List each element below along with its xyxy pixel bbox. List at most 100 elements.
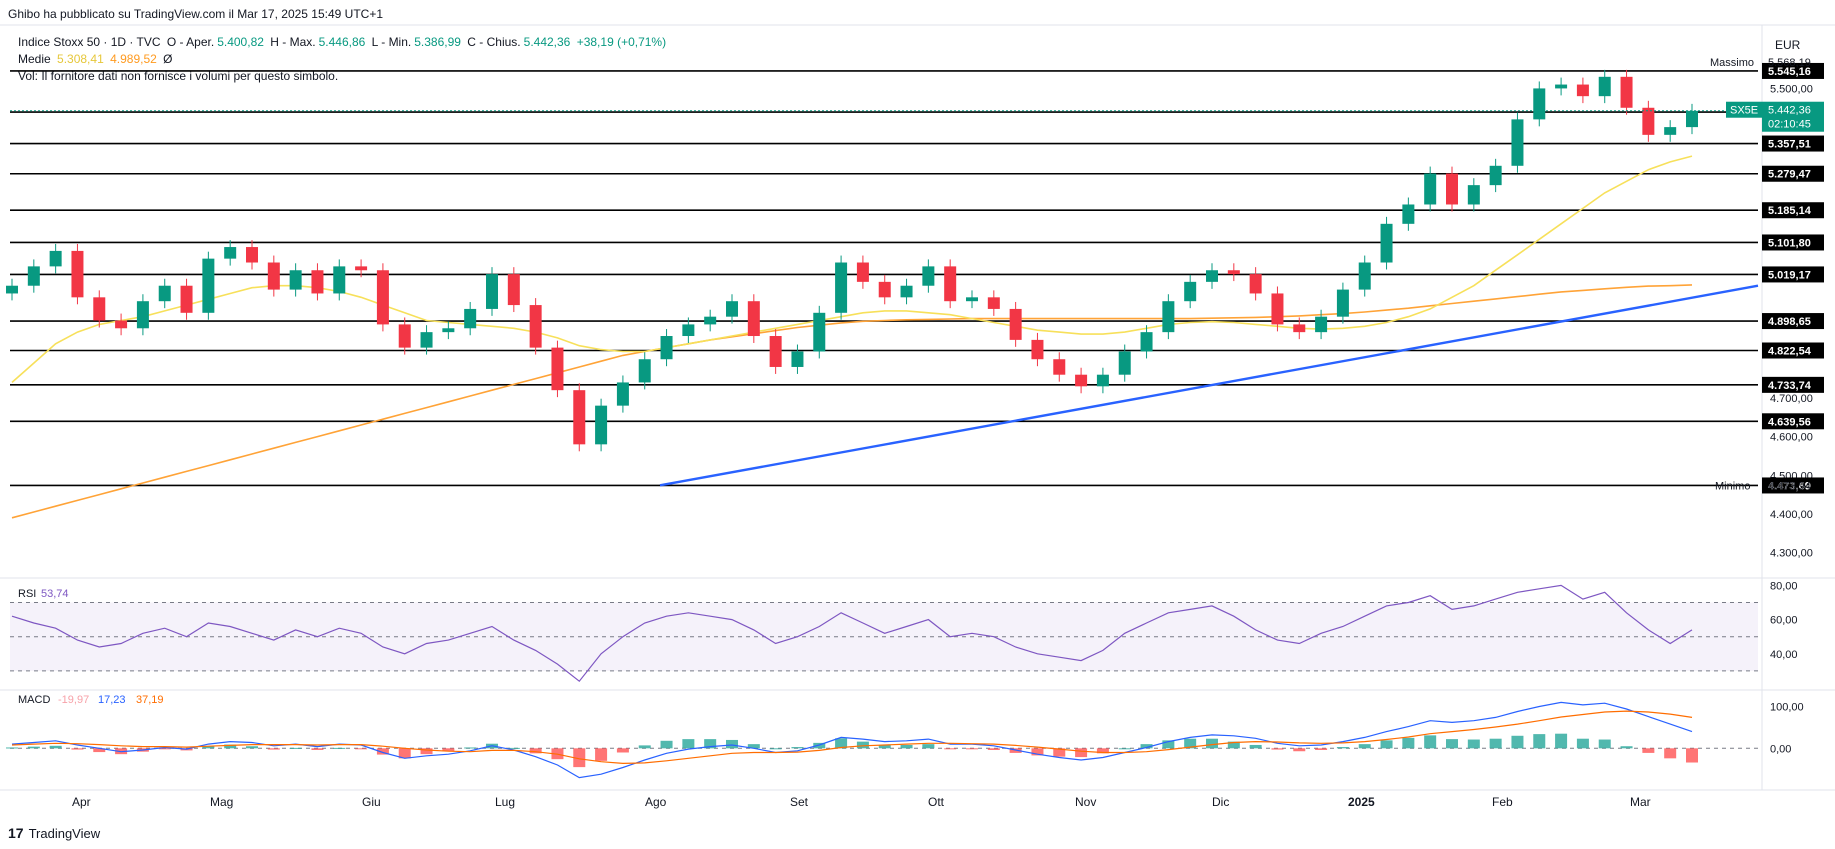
candle-body — [944, 266, 957, 302]
level-label-box — [1762, 165, 1824, 182]
candle-body — [1271, 293, 1284, 325]
ma-extra: Ø — [163, 52, 173, 66]
macd-histogram-bar — [1336, 747, 1349, 749]
macd-histogram-bar — [1642, 748, 1655, 753]
candle-body — [1576, 84, 1589, 97]
macd-histogram-bar — [1118, 748, 1131, 750]
candle-body — [922, 266, 935, 286]
macd-histogram-bar — [71, 748, 84, 750]
candle-body — [71, 250, 84, 298]
level-label-box — [1762, 266, 1824, 283]
level-label-box — [1762, 413, 1824, 430]
macd-histogram-bar — [878, 744, 891, 749]
macd-histogram-bar — [769, 748, 782, 750]
macd-histogram-bar — [900, 744, 913, 749]
macd-histogram-bar — [1162, 740, 1175, 749]
candle-body — [1642, 107, 1655, 135]
candle-body — [682, 324, 695, 337]
macd-histogram-bar — [987, 748, 1000, 750]
macd-histogram-bar — [1664, 748, 1677, 759]
max-label: Massimo — [1710, 57, 1754, 69]
candle-body — [1446, 173, 1458, 205]
candle-body — [202, 258, 215, 313]
macd-histogram-bar — [246, 746, 258, 749]
ma200-line — [11, 284, 1693, 519]
macd-histogram-bar — [507, 747, 520, 749]
macd-histogram-bar — [595, 748, 608, 761]
rsi-line — [11, 584, 1693, 683]
x-tick-label: Set — [790, 795, 809, 809]
candle-body — [1424, 173, 1437, 205]
candle-body — [158, 285, 171, 302]
trendline — [659, 284, 1759, 487]
macd-line — [11, 701, 1693, 779]
macd-histogram-bar — [1184, 738, 1197, 749]
candle-body — [1598, 76, 1611, 97]
candle-body — [1467, 185, 1480, 205]
rsi-title: RSI — [18, 588, 36, 600]
macd-histogram-bar — [1380, 740, 1393, 749]
candle-body — [136, 301, 149, 329]
footer-brand: TradingView — [28, 825, 101, 841]
candle-body — [1511, 119, 1524, 166]
level-label: 5.279,47 — [1768, 169, 1811, 181]
ma1-value: 5.308,41 — [57, 52, 104, 66]
macd-histogram-bar — [1075, 748, 1088, 758]
candle-body — [1293, 324, 1306, 333]
x-tick-label: Dic — [1212, 795, 1229, 809]
low-label: L - Min. — [371, 35, 412, 49]
min-label: Minimo — [1715, 480, 1750, 492]
candle-body — [573, 390, 586, 445]
candle-body — [1075, 374, 1088, 387]
candle-body — [1118, 351, 1131, 375]
level-label: 5.545,16 — [1768, 66, 1811, 78]
candle-body — [1686, 110, 1698, 128]
high-value: 5.446,86 — [318, 35, 366, 49]
level-label-box — [1762, 135, 1824, 152]
x-tick-label: Feb — [1492, 795, 1513, 809]
ma-legend: Medie 5.308,41 4.989,52 Ø — [18, 52, 176, 66]
candle-body — [791, 351, 804, 367]
signal-line — [11, 710, 1693, 765]
macd-histogram-bar — [856, 741, 869, 749]
level-label: 4.639,56 — [1768, 416, 1811, 428]
candle-body — [376, 270, 389, 325]
x-tick-label: Ago — [645, 795, 667, 809]
candle-body — [900, 285, 913, 298]
countdown: 02:10:45 — [1768, 119, 1811, 131]
max-value: 5.568,19 — [1768, 57, 1811, 69]
x-tick-label: Lug — [495, 795, 515, 809]
y-tick-label: 4.600,00 — [1770, 432, 1813, 444]
candle-body — [1555, 84, 1568, 89]
open-label: O - Aper. — [166, 35, 215, 49]
candle-body — [486, 274, 498, 309]
macd-histogram-bar — [747, 744, 760, 749]
symbol-tag: SX5E — [1730, 105, 1758, 117]
macd-histogram-bar — [6, 747, 18, 749]
x-tick-label: Mag — [210, 795, 233, 809]
candle-body — [638, 359, 651, 383]
macd-histogram-bar — [1249, 744, 1262, 749]
ma50-line — [11, 155, 1693, 383]
macd-histogram-bar — [1402, 737, 1415, 749]
macd-histogram-bar — [1140, 744, 1153, 749]
macd-histogram-bar — [442, 748, 455, 752]
macd-histogram-bar — [355, 748, 368, 750]
macd-histogram-bar — [158, 748, 171, 750]
macd-histogram-bar — [49, 745, 62, 749]
candle-body — [333, 266, 346, 294]
candle-body — [704, 316, 717, 325]
candle-body — [420, 332, 433, 348]
candle-body — [1053, 359, 1066, 375]
macd-histogram-bar — [1293, 748, 1306, 752]
candle-body — [1402, 204, 1415, 224]
high-label: H - Max. — [270, 35, 316, 49]
candle-body — [856, 262, 869, 282]
low-value: 5.386,99 — [414, 35, 461, 49]
candle-body — [1009, 308, 1022, 340]
macd-histogram-bar — [1096, 748, 1109, 754]
candle-body — [27, 266, 40, 286]
level-label: 5.185,14 — [1768, 205, 1812, 217]
candle-body — [987, 297, 1000, 309]
